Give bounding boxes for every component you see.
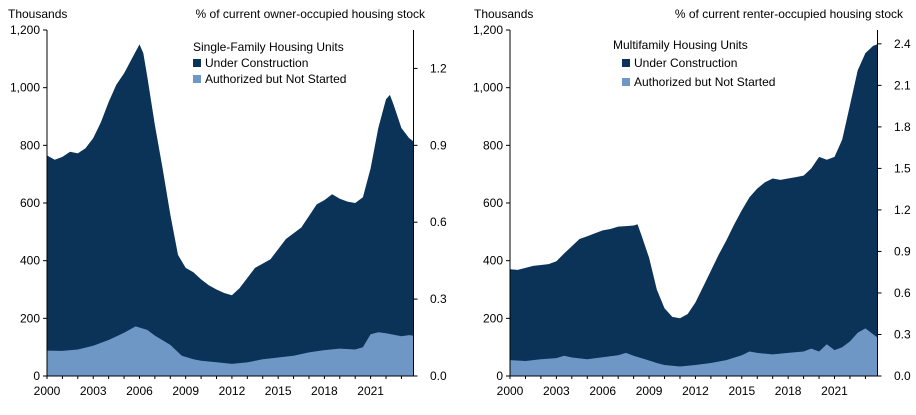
y2-tick-label: 0.9 [430,138,447,152]
y-tick-label: 800 [20,138,40,152]
y2-tick-label: 1.5 [894,161,911,175]
y-tick-label: 200 [483,311,503,325]
y2-tick-label: 2.1 [894,78,911,92]
legend-swatch-authorized-not-started [193,75,201,83]
x-tick-label: 2003 [543,384,570,398]
tick-labels: 0 200 400 600 800 1,000 1,200 0.0 0.3 0.6 0.9 1.2 1.… [473,23,911,398]
y2-tick-label: 1.2 [894,203,911,217]
x-tick-label: 2006 [126,384,153,398]
right-axis-label: % of current renter-occupied housing sto… [675,7,904,21]
y2-tick-label: 0.3 [894,327,911,341]
area-layer [510,44,877,377]
legend: Single-Family Housing Units Under Constr… [193,40,346,86]
y-tick-label: 600 [20,196,40,210]
x-tick-label: 2009 [172,384,199,398]
x-tick-label: 2000 [497,384,524,398]
y2-tick-label: 0.0 [894,369,911,383]
x-tick-label: 2018 [775,384,802,398]
y-tick-label: 400 [20,254,40,268]
legend-swatch-under-construction [622,59,630,67]
y-tick-label: 1,000 [473,81,503,95]
x-tick-label: 2021 [357,384,384,398]
x-tick-label: 2006 [589,384,616,398]
series-area-authorized-but-not-started [47,326,413,376]
y2-tick-label: 0.9 [894,244,911,258]
legend-title: Single-Family Housing Units [193,40,344,54]
x-tick-label: 2009 [636,384,663,398]
right-axis-label: % of current owner-occupied housing stoc… [196,7,426,21]
y2-tick-label: 0.3 [430,292,447,306]
single-family-chart: Thousands % of current owner-occupied ho… [8,7,447,398]
x-tick-label: 2021 [821,384,848,398]
y-tick-label: 0 [496,369,503,383]
y-tick-label: 400 [483,254,503,268]
y-tick-label: 1,200 [473,23,503,37]
area-layer [47,44,413,377]
tick-labels: 0 200 400 600 800 1,000 1,200 0.0 0.3 0.6 0.9 1.2 20… [10,23,447,398]
y-tick-label: 1,000 [10,81,40,95]
x-tick-label: 2015 [265,384,292,398]
x-tick-label: 2012 [219,384,246,398]
legend-label-authorized-not-started: Authorized but Not Started [205,72,346,86]
y2-tick-label: 1.8 [894,120,911,134]
legend-label-authorized-not-started: Authorized but Not Started [634,75,775,89]
legend-label-under-construction: Under Construction [634,56,737,70]
x-tick-label: 2000 [34,384,61,398]
legend: Multifamily Housing Units Under Construc… [613,38,775,89]
y-tick-label: 200 [20,311,40,325]
x-tick-label: 2012 [682,384,709,398]
y2-tick-label: 2.4 [894,37,911,51]
legend-swatch-authorized-not-started [622,78,630,86]
legend-label-under-construction: Under Construction [205,56,308,70]
y-tick-label: 600 [483,196,503,210]
y-tick-label: 0 [33,369,40,383]
x-tick-label: 2003 [80,384,107,398]
y2-tick-label: 0.6 [430,215,447,229]
multifamily-chart: Thousands % of current renter-occupied h… [473,7,911,398]
left-axis-label: Thousands [474,7,533,21]
y-tick-label: 800 [483,138,503,152]
y2-tick-label: 0.0 [430,369,447,383]
series-area-authorized-but-not-started [510,328,877,376]
y2-tick-label: 0.6 [894,286,911,300]
axes [506,29,882,379]
axes [43,29,418,379]
left-axis-label: Thousands [8,7,67,21]
legend-swatch-under-construction [193,59,201,67]
y-tick-label: 1,200 [10,23,40,37]
series-area-under-construction [510,44,877,377]
series-area-under-construction [47,44,413,377]
legend-title: Multifamily Housing Units [613,38,748,52]
x-tick-label: 2015 [728,384,755,398]
y2-tick-label: 1.2 [430,61,447,75]
x-tick-label: 2018 [311,384,338,398]
